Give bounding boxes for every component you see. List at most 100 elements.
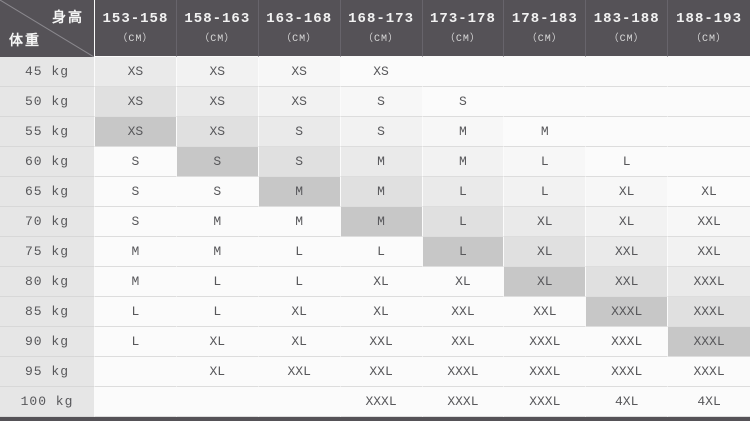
size-cell: XXXL	[668, 327, 750, 357]
size-cell: XL	[504, 237, 587, 267]
size-cell: XXL	[586, 267, 669, 297]
column-header: 173-178 （CM）	[422, 0, 505, 57]
size-cell	[586, 117, 669, 147]
column-range-label: 173-178	[430, 11, 496, 27]
size-cell: XXXL	[504, 387, 587, 417]
size-cell: L	[504, 147, 587, 177]
size-cell: XL	[504, 267, 587, 297]
column-range-label: 188-193	[676, 11, 742, 27]
column-unit-label: （CM）	[608, 34, 645, 45]
size-cell: S	[176, 177, 259, 207]
size-cell	[504, 57, 587, 87]
row-weight-label: 60 kg	[0, 147, 95, 177]
size-cell: XXXL	[668, 297, 750, 327]
size-cell: L	[586, 147, 669, 177]
column-unit-label: （CM）	[691, 34, 728, 45]
size-cell	[422, 57, 505, 87]
size-cell	[95, 357, 177, 387]
size-cell: M	[340, 147, 423, 177]
size-cell: XXXL	[504, 327, 587, 357]
table-row: 60 kg S S S M M L L	[0, 147, 750, 177]
size-cell: XS	[258, 57, 341, 87]
size-cell: XL	[340, 297, 423, 327]
size-cell	[586, 87, 669, 117]
size-cell: XXXL	[422, 357, 505, 387]
size-cell: XXXL	[586, 357, 669, 387]
size-cell: S	[258, 147, 341, 177]
table-row: 100 kg XXXL XXXL XXXL 4XL 4XL	[0, 387, 750, 417]
size-cell	[504, 87, 587, 117]
size-cell: XS	[95, 57, 177, 87]
size-cell: M	[258, 207, 341, 237]
size-cell: XXXL	[340, 387, 423, 417]
size-cell	[668, 117, 750, 147]
row-weight-label: 55 kg	[0, 117, 95, 147]
row-weight-label: 90 kg	[0, 327, 95, 357]
size-cell: S	[258, 117, 341, 147]
size-cell: XXXL	[586, 327, 669, 357]
size-cell: L	[504, 177, 587, 207]
column-header: 153-158 （CM）	[95, 0, 177, 57]
row-weight-label: 50 kg	[0, 87, 95, 117]
corner-cell: 身高 体重	[0, 0, 95, 57]
table-row: 95 kg XL XXL XXL XXXL XXXL XXXL XXXL	[0, 357, 750, 387]
column-unit-label: （CM）	[526, 34, 563, 45]
row-weight-label: 70 kg	[0, 207, 95, 237]
table-row: 45 kg XS XS XS XS	[0, 57, 750, 87]
size-cell: XL	[422, 267, 505, 297]
header-row: 身高 体重 153-158 （CM） 158-163 （CM） 163-168 （CM） 1…	[0, 0, 750, 57]
table-body: 45 kg XS XS XS XS 50 kg XS XS XS S S 55 kg XS XS S S M M 6…	[0, 57, 750, 417]
column-header: 168-173 （CM）	[340, 0, 423, 57]
size-cell: S	[95, 207, 177, 237]
weight-axis-label: 体重	[9, 33, 41, 49]
size-cell: 4XL	[586, 387, 669, 417]
column-header: 158-163 （CM）	[176, 0, 259, 57]
column-header: 163-168 （CM）	[258, 0, 341, 57]
column-range-label: 163-168	[266, 11, 333, 27]
size-cell: S	[340, 87, 423, 117]
size-cell: XXL	[668, 207, 750, 237]
size-cell: M	[422, 117, 505, 147]
row-weight-label: 65 kg	[0, 177, 95, 207]
size-cell: L	[95, 297, 177, 327]
size-cell	[176, 387, 259, 417]
size-cell: XXXL	[668, 267, 750, 297]
table-row: 75 kg M M L L L XL XXL XXL	[0, 237, 750, 267]
size-cell: XXL	[586, 237, 669, 267]
table-row: 70 kg S M M M L XL XL XXL	[0, 207, 750, 237]
row-weight-label: 80 kg	[0, 267, 95, 297]
column-range-label: 183-188	[593, 11, 660, 27]
column-unit-label: （CM）	[281, 34, 318, 45]
size-cell: XXL	[258, 357, 341, 387]
table-row: 55 kg XS XS S S M M	[0, 117, 750, 147]
size-cell: XXXL	[504, 357, 587, 387]
size-cell: XS	[258, 87, 341, 117]
size-cell: XS	[340, 57, 423, 87]
size-cell: XXL	[422, 327, 505, 357]
size-cell: XS	[176, 57, 259, 87]
size-cell: L	[176, 297, 259, 327]
size-cell: XL	[258, 327, 341, 357]
size-cell	[668, 57, 750, 87]
size-cell: 4XL	[668, 387, 750, 417]
size-cell: XL	[340, 267, 423, 297]
size-cell: L	[340, 237, 423, 267]
size-cell: XL	[668, 177, 750, 207]
size-cell	[586, 57, 669, 87]
size-cell	[668, 147, 750, 177]
size-cell: L	[258, 237, 341, 267]
size-cell: XXL	[422, 297, 505, 327]
size-cell: M	[340, 177, 423, 207]
size-cell	[258, 387, 341, 417]
size-cell: XXXL	[422, 387, 505, 417]
size-cell: XS	[176, 117, 259, 147]
size-cell: XL	[586, 177, 669, 207]
size-cell: XXL	[340, 327, 423, 357]
height-axis-label: 身高	[52, 10, 84, 26]
size-cell: M	[95, 237, 177, 267]
size-cell: L	[258, 267, 341, 297]
size-cell: XXXL	[586, 297, 669, 327]
size-cell: S	[95, 177, 177, 207]
size-cell: L	[422, 207, 505, 237]
